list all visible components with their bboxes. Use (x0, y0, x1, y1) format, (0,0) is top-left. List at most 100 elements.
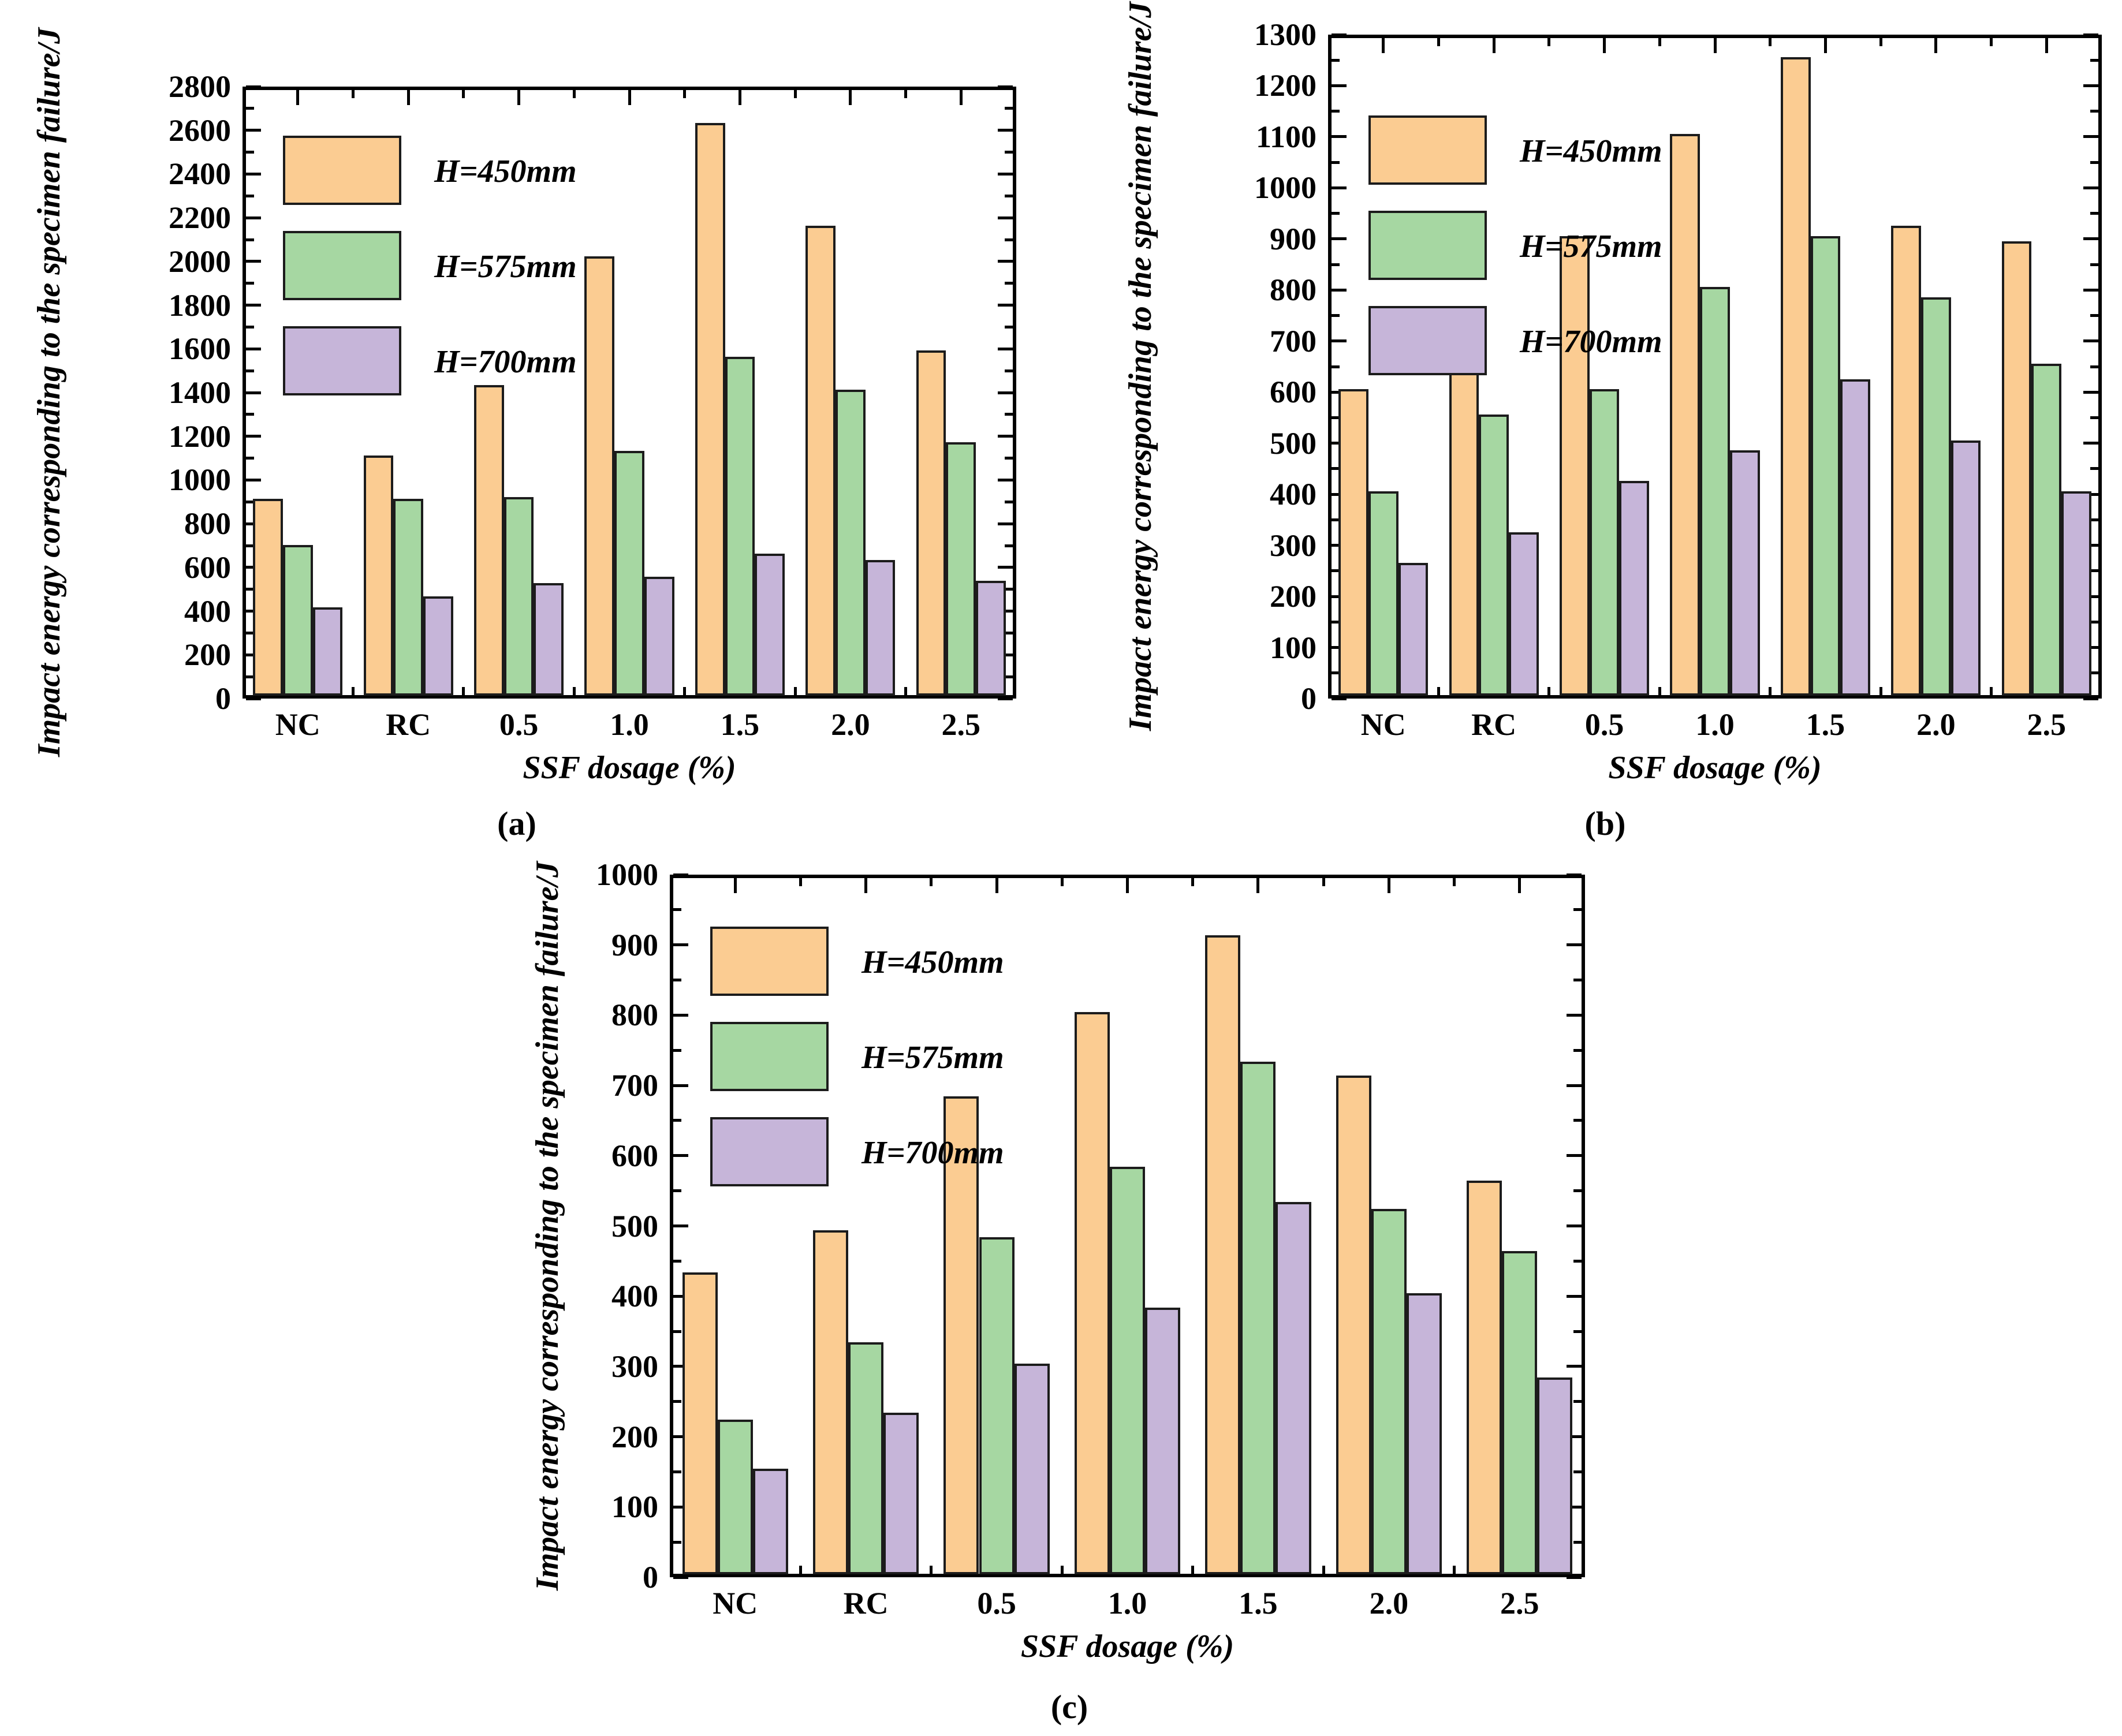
x-major-tick (864, 878, 868, 893)
y-minor-tick (673, 1470, 681, 1473)
y-minor-tick (2090, 467, 2098, 471)
bar-h700-0-5 (1619, 481, 1650, 696)
x-minor-tick (1437, 687, 1440, 695)
bar-h700-nc (1398, 563, 1429, 696)
y-minor-tick (1332, 518, 1340, 521)
x-minor-tick (1322, 878, 1325, 886)
y-major-tick (246, 304, 261, 307)
x-major-tick (1256, 878, 1260, 893)
y-axis-title: Impact energy corresponding to the speci… (524, 861, 570, 1591)
y-major-tick (2083, 84, 2098, 87)
y-minor-tick (2090, 212, 2098, 215)
y-tick-label: 600 (184, 550, 231, 585)
y-tick-label: 1000 (169, 462, 231, 498)
x-tick-label: 0.5 (1584, 707, 1624, 742)
y-minor-tick (1332, 58, 1340, 62)
x-minor-tick (1453, 1566, 1456, 1574)
y-minor-tick (1005, 369, 1013, 372)
y-major-tick (998, 216, 1013, 219)
bar-h450-1-0 (1670, 133, 1700, 696)
y-tick-label: 400 (184, 593, 231, 629)
bar-h450-2-0 (1891, 226, 1921, 696)
bar-h575-1-5 (1240, 1061, 1276, 1574)
bar-h575-rc (848, 1342, 884, 1574)
x-minor-tick (1547, 687, 1551, 695)
bar-h450-1-5 (1205, 935, 1241, 1574)
y-tick-label: 2200 (169, 200, 231, 236)
x-axis-title: SSF dosage (%) (523, 750, 736, 786)
y-minor-tick (1573, 1259, 1582, 1263)
y-major-tick (1567, 1154, 1582, 1158)
x-major-tick (407, 90, 410, 105)
x-major-tick (1603, 38, 1606, 53)
bar-h575-1-5 (1810, 236, 1841, 696)
x-tick-label: 0.5 (499, 707, 539, 742)
y-minor-tick (246, 457, 254, 460)
y-axis-title: Impact energy corresponding to the speci… (26, 28, 72, 757)
chart-caption-b: (b) (1584, 805, 1626, 842)
y-tick-label: 100 (1270, 630, 1317, 665)
y-minor-tick (246, 325, 254, 328)
x-minor-tick (799, 1566, 802, 1574)
bar-h575-nc (282, 544, 313, 696)
y-minor-tick (246, 413, 254, 416)
x-minor-tick (351, 687, 355, 695)
x-major-tick (517, 90, 521, 105)
bar-h700-1-0 (644, 576, 674, 696)
y-major-tick (246, 216, 261, 219)
y-tick-label: 1100 (1255, 119, 1317, 154)
x-major-tick (1382, 38, 1385, 53)
bar-h575-nc (1368, 491, 1398, 696)
y-minor-tick (1005, 544, 1013, 547)
bar-h575-2-5 (1502, 1251, 1538, 1574)
legend-swatch-h700 (1368, 306, 1487, 375)
x-tick-label: 2.5 (941, 707, 981, 742)
y-major-tick (998, 260, 1013, 263)
bar-h575-1-0 (1109, 1167, 1146, 1574)
y-minor-tick (1573, 1540, 1582, 1544)
x-tick-label: 2.5 (2027, 707, 2067, 742)
legend-label-h575: H=575mm (434, 249, 577, 285)
legend-swatch-h450 (283, 136, 401, 205)
y-major-tick (1567, 1505, 1582, 1509)
bar-h575-2-5 (946, 442, 976, 696)
y-major-tick (2083, 135, 2098, 139)
y-tick-label: 500 (1270, 425, 1317, 461)
y-major-tick (1332, 33, 1347, 36)
bar-h700-1-5 (1840, 379, 1870, 696)
y-major-tick (2083, 186, 2098, 189)
y-minor-tick (2090, 58, 2098, 62)
y-minor-tick (2090, 620, 2098, 624)
x-axis-title: SSF dosage (%) (1020, 1629, 1235, 1664)
y-minor-tick (673, 979, 681, 982)
y-major-tick (2083, 237, 2098, 241)
y-minor-tick (246, 544, 254, 547)
bar-h450-0-5 (474, 385, 504, 696)
x-major-tick (2045, 38, 2048, 53)
x-tick-label: RC (1471, 707, 1517, 742)
legend-label-h450: H=450mm (434, 154, 577, 189)
y-major-tick (1567, 1013, 1582, 1017)
bar-h575-0-5 (504, 496, 534, 696)
bar-h450-1-5 (695, 123, 725, 696)
x-major-tick (733, 878, 737, 893)
y-major-tick (246, 347, 261, 350)
x-tick-label: NC (1360, 707, 1406, 742)
y-tick-label: 800 (184, 506, 231, 542)
legend-swatch-h575 (283, 231, 401, 300)
x-tick-label: RC (843, 1586, 889, 1621)
bar-h450-2-5 (1467, 1181, 1502, 1574)
y-minor-tick (1332, 314, 1340, 318)
y-tick-label: 1300 (1254, 17, 1317, 52)
x-tick-label: 1.0 (1695, 707, 1735, 742)
y-major-tick (998, 172, 1013, 176)
x-minor-tick (1191, 878, 1195, 886)
y-major-tick (246, 129, 261, 132)
bar-h575-0-5 (979, 1237, 1015, 1574)
x-major-tick (296, 90, 300, 105)
x-major-tick (1492, 38, 1496, 53)
y-minor-tick (2090, 365, 2098, 368)
y-minor-tick (1332, 212, 1340, 215)
y-minor-tick (2090, 314, 2098, 318)
y-major-tick (673, 1294, 688, 1298)
